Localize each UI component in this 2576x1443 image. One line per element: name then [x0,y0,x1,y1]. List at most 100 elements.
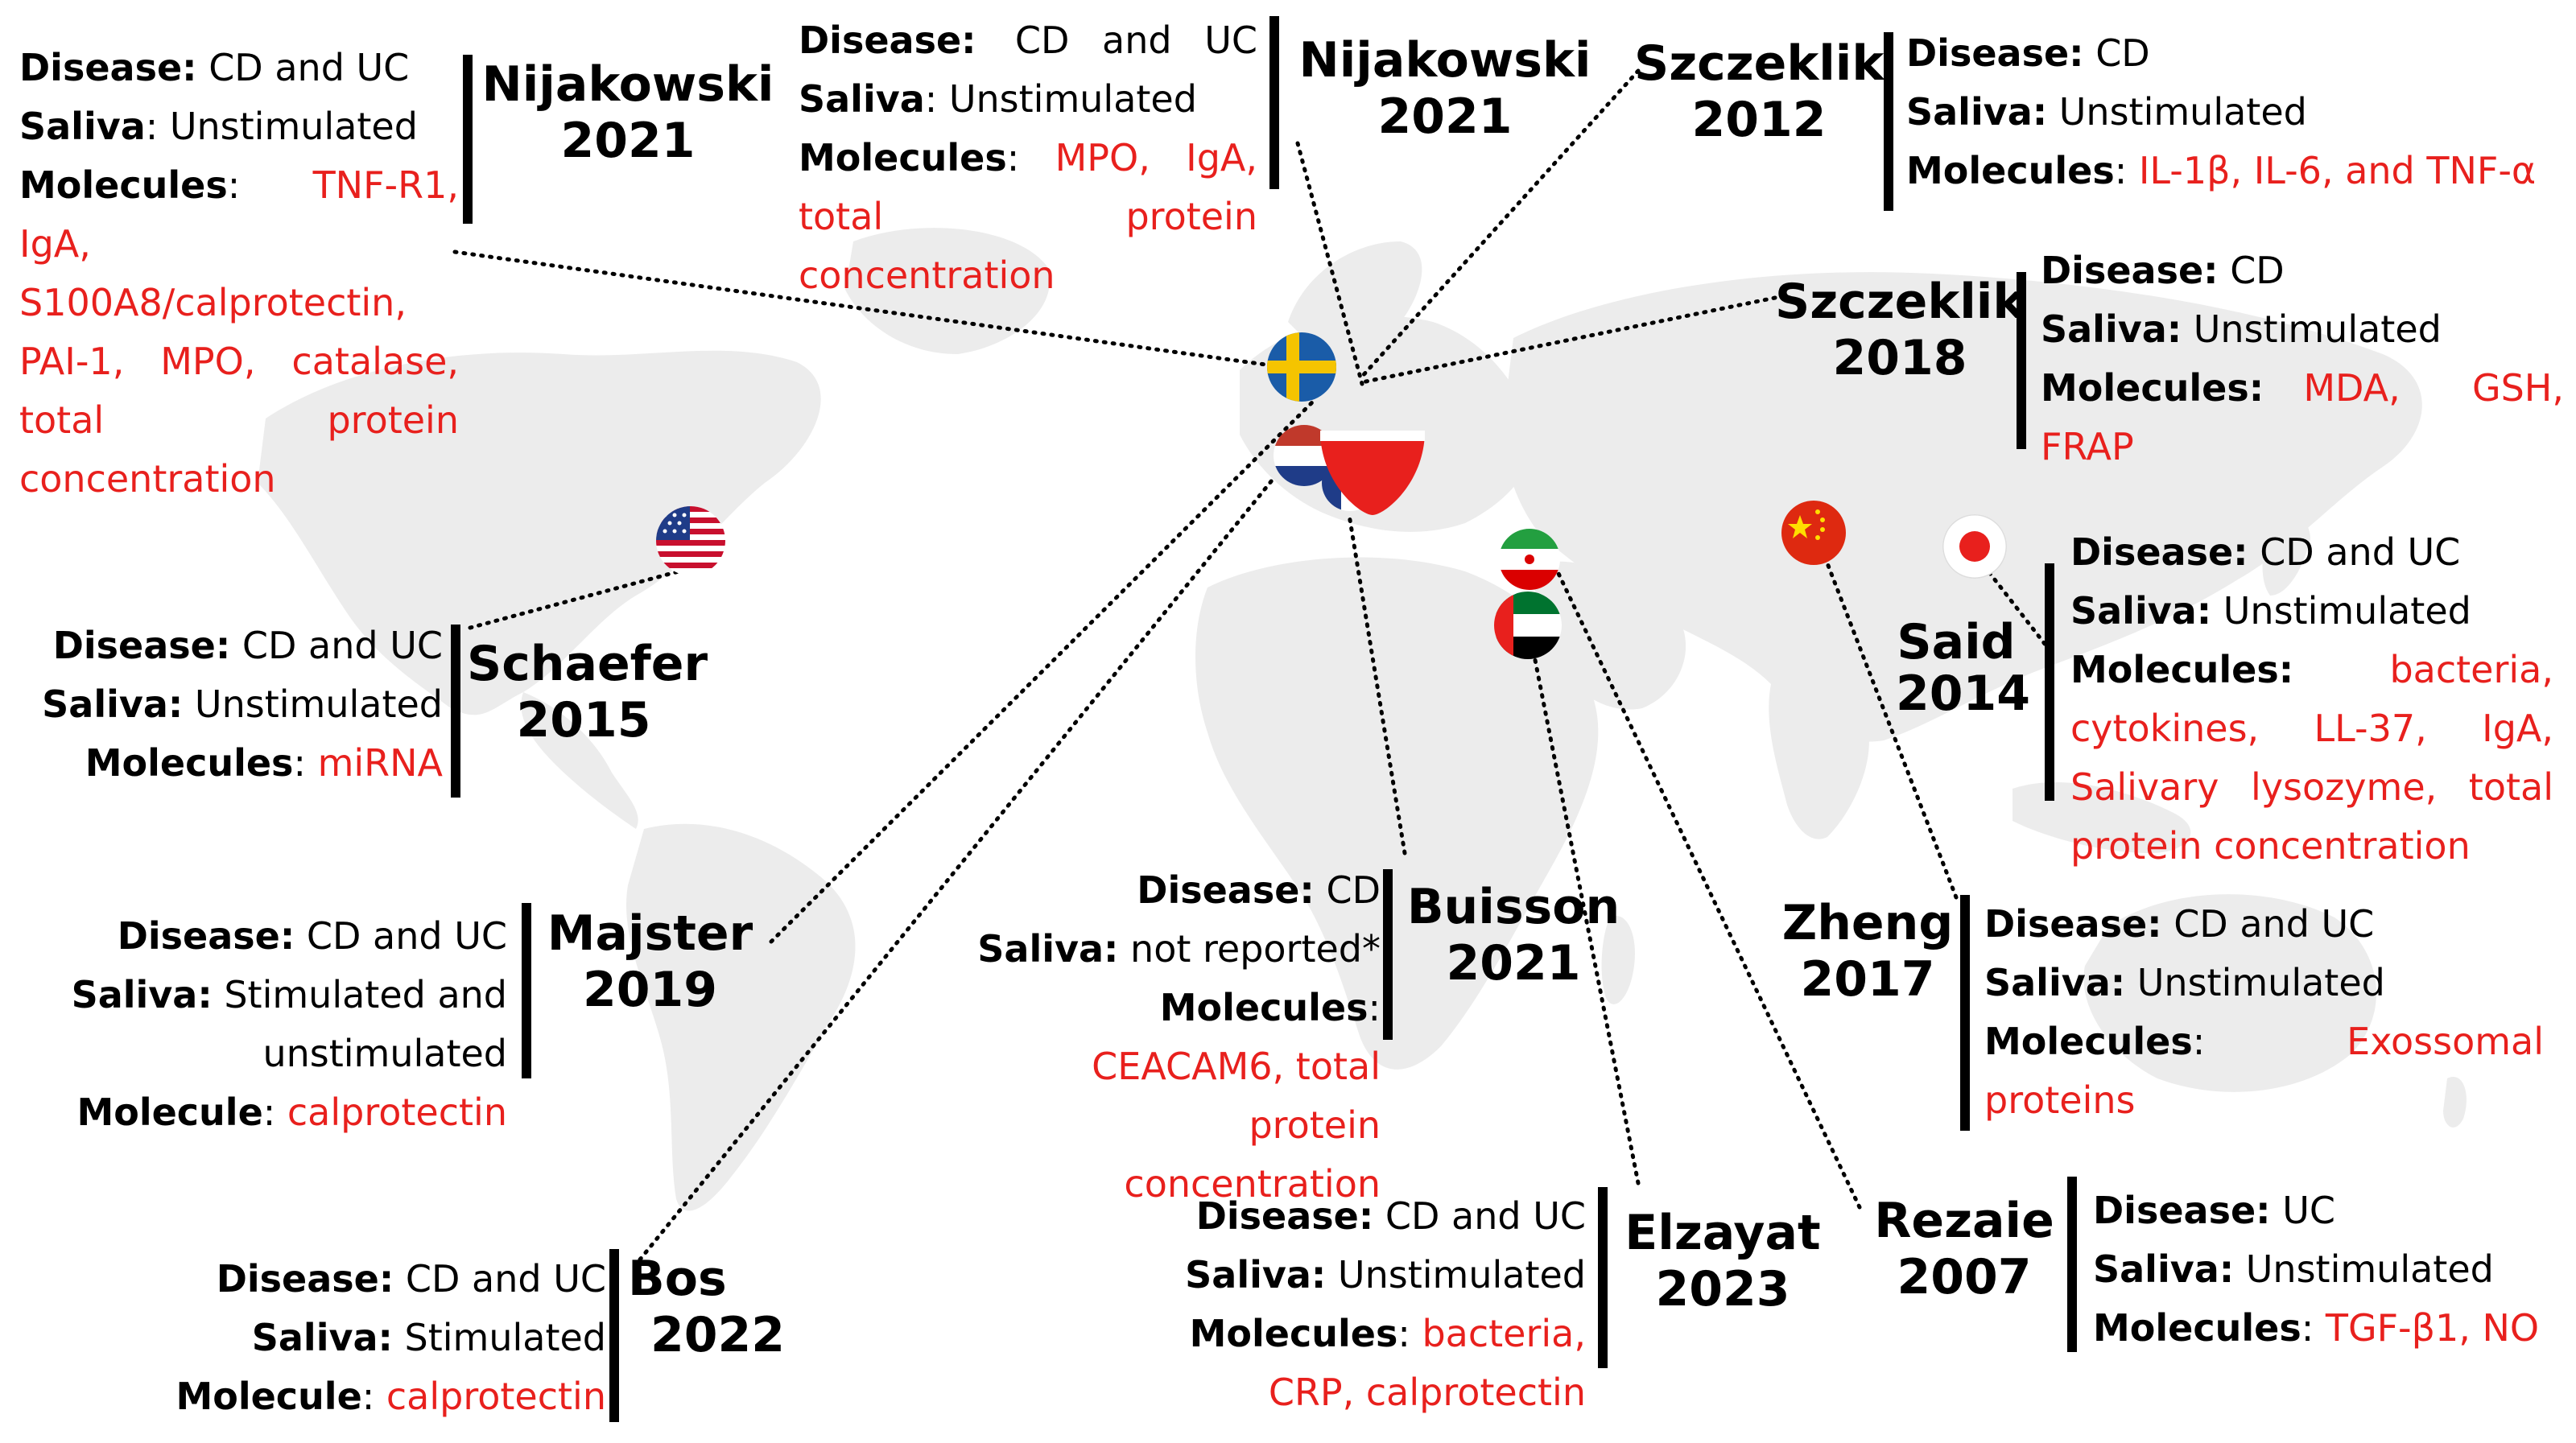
study-title: Schaefer 2015 [467,636,708,748]
year: 2021 [560,113,696,169]
author: Rezaie [1874,1193,2054,1249]
molecules-label: Molecules [799,136,1007,179]
divider-bar [1598,1187,1608,1368]
disease-label: Disease [117,914,280,958]
study-info: Disease: CD and UC Saliva: Stimulated an… [71,914,507,1134]
saliva-value: Unstimulated [2058,90,2307,134]
molecules-label: Molecules [2041,366,2249,410]
disease-label: Disease [1984,902,2148,946]
study-title: Zheng 2017 [1779,895,1956,1008]
china-flag-icon [1781,501,1846,565]
disease-label: Disease [1195,1194,1359,1238]
saliva-value: Stimulated and unstimulated [224,973,507,1075]
year: 2015 [516,692,651,748]
study-title: Szczeklik 2012 [1634,35,1884,148]
divider-bar [463,55,473,224]
molecules-label: Molecules [1906,149,2115,192]
disease-label: Disease [799,19,962,62]
disease-label: Disease [52,624,216,667]
saliva-value: Unstimulated [169,105,418,148]
year: 2021 [1377,89,1513,145]
study-info: Disease: CD and UC Saliva: Unstimulated M… [799,11,1257,305]
year: 2023 [1655,1261,1790,1317]
disease-value: CD [2095,31,2150,75]
leader-line-nijakowski-a [452,249,1302,372]
disease-value: CD and UC [2174,902,2375,946]
disease-value: CD [1326,868,1381,912]
molecules-label: Molecules [2070,648,2279,691]
saliva-label: Saliva [251,1316,378,1359]
saliva-value: Stimulated [404,1316,606,1359]
saliva-label: Saliva [1185,1253,1311,1297]
disease-label: Disease [2041,249,2204,292]
divider-bar [522,903,531,1078]
molecules-value: IL-1β, IL-6, and TNF-α [2138,149,2537,192]
molecules-value: MDA, GSH, FRAP [2041,366,2564,468]
molecules-value: bacteria, CRP, calprotectin [1268,1312,1586,1414]
molecules-label: Molecules [2093,1306,2301,1350]
study-title: Nijakowski 2021 [1284,32,1606,145]
iran-flag-icon [1499,529,1560,590]
divider-bar [2017,272,2026,449]
molecules-value: TGF-β1, NO [2325,1306,2540,1350]
saliva-label: Saliva [2070,589,2197,633]
disease-value: CD and UC [1014,19,1257,62]
year: 2012 [1691,92,1827,148]
saliva-value: Unstimulated [2193,307,2442,351]
uae-flag-icon [1494,592,1562,659]
saliva-label: Saliva [1984,961,2111,1004]
year: 2019 [583,962,717,1018]
molecules-value: calprotectin [287,1090,507,1134]
saliva-label: Saliva [799,77,925,121]
author: Szczeklik [1634,35,1885,92]
saliva-value: Unstimulated [1337,1253,1586,1297]
author: Nijakowski [481,56,774,113]
year: 2014 [1896,666,2030,722]
year: 2018 [1832,330,1967,386]
us-flag-icon [656,506,725,575]
author: Elzayat [1624,1205,1821,1261]
divider-bar [451,625,460,798]
study-title: Elzayat 2023 [1614,1205,1831,1317]
divider-bar [1269,16,1279,189]
disease-label: Disease [2070,530,2234,574]
leader-line-bos [638,474,1278,1262]
author: Nijakowski [1298,32,1591,89]
study-title: Nijakowski 2021 [479,56,777,169]
study-title: Szczeklik 2018 [1775,274,2025,386]
disease-label: Disease [1137,868,1300,912]
author: Majster [547,905,753,962]
saliva-value: Unstimulated [2136,961,2385,1004]
year: 2007 [1897,1249,2032,1305]
leader-line-zheng [1825,561,1959,900]
author: Szczeklik [1775,274,2025,330]
poland-flag-icon [1320,431,1425,515]
molecules-value: TNF-R1, IgA, S100A8/calprotectin, PAI-1,… [19,163,459,501]
study-info: Disease: CD Saliva: Unstimulated Molecul… [2041,249,2564,468]
disease-value: UC [2282,1189,2335,1232]
molecules-value: miRNA [317,741,443,785]
molecules-value: calprotectin [386,1375,606,1418]
japan-flag-icon [1942,514,2007,579]
leader-line-buisson [1347,513,1407,855]
disease-label: Disease [2093,1189,2256,1232]
divider-bar [2067,1177,2077,1352]
disease-value: CD and UC [405,1257,606,1301]
divider-bar [609,1249,619,1422]
study-title: Said 2014 [1896,616,2030,722]
disease-value: CD and UC [1385,1194,1586,1238]
year: 2022 [650,1307,785,1363]
study-info: Disease: UC Saliva: Unstimulated Molecul… [2093,1189,2540,1350]
molecules-label: Molecules [85,741,294,785]
disease-label: Disease [1906,31,2070,75]
saliva-label: Saliva [42,682,168,726]
leader-line-schaefer [468,566,693,630]
molecules-label: Molecules [1159,986,1368,1029]
disease-label: Disease [216,1257,379,1301]
sweden-flag-icon [1267,332,1336,402]
disease-label: Disease [19,46,183,89]
molecules-value: Exossomal proteins [1984,1020,2544,1122]
study-info: Disease: CD and UC Saliva: Unstimulated … [2070,530,2553,868]
saliva-label: Saliva [19,105,146,148]
